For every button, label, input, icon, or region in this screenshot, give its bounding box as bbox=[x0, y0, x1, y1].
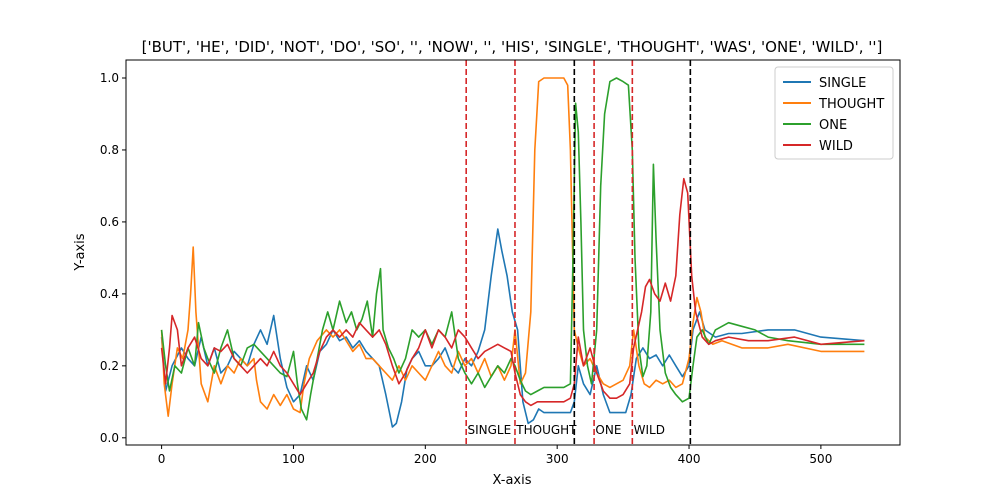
y-tick-label: 0.2 bbox=[100, 359, 119, 373]
x-axis-ticks: 0 100 200 300 400 500 bbox=[158, 445, 832, 466]
legend-label-thought: THOUGHT bbox=[818, 97, 884, 112]
y-tick-label: 0.8 bbox=[100, 143, 119, 157]
annotation-single: SINGLE bbox=[468, 423, 512, 437]
y-tick-label: 1.0 bbox=[100, 71, 119, 85]
series-lines bbox=[160, 77, 865, 428]
x-axis-label: X-axis bbox=[493, 473, 532, 488]
marker-lines bbox=[465, 60, 692, 445]
y-tick-label: 0.6 bbox=[100, 215, 119, 229]
legend-box bbox=[774, 66, 894, 160]
y-axis-ticks: 0.0 0.2 0.4 0.6 0.8 1.0 bbox=[100, 71, 126, 445]
series-line-thought bbox=[160, 77, 865, 417]
annotation-wild: WILD bbox=[634, 423, 665, 437]
x-tick-label: 500 bbox=[809, 452, 832, 466]
annotation-one: ONE bbox=[595, 423, 621, 437]
chart-title: ['BUT', 'HE', 'DID', 'NOT', 'DO', 'SO', … bbox=[142, 38, 883, 56]
series-line-single bbox=[160, 228, 865, 428]
annotation-thought: THOUGHT bbox=[515, 423, 577, 437]
x-tick-label: 400 bbox=[678, 452, 701, 466]
legend: SINGLE THOUGHT ONE WILD bbox=[774, 66, 894, 160]
y-tick-label: 0.0 bbox=[100, 431, 119, 445]
y-tick-label: 0.4 bbox=[100, 287, 119, 301]
x-tick-label: 200 bbox=[414, 452, 437, 466]
x-tick-label: 100 bbox=[282, 452, 305, 466]
y-axis-label: Y-axis bbox=[73, 233, 88, 271]
series-line-wild bbox=[160, 177, 865, 407]
series-line-one bbox=[160, 77, 865, 421]
legend-label-wild: WILD bbox=[819, 139, 853, 154]
legend-label-one: ONE bbox=[819, 118, 847, 133]
plot-area: SINGLE THOUGHT ONE WILD bbox=[160, 60, 865, 445]
word-annotations: SINGLE THOUGHT ONE WILD bbox=[468, 423, 665, 437]
axes-frame bbox=[125, 59, 901, 446]
x-tick-label: 0 bbox=[158, 452, 166, 466]
x-tick-label: 300 bbox=[546, 452, 569, 466]
legend-label-single: SINGLE bbox=[819, 76, 866, 91]
